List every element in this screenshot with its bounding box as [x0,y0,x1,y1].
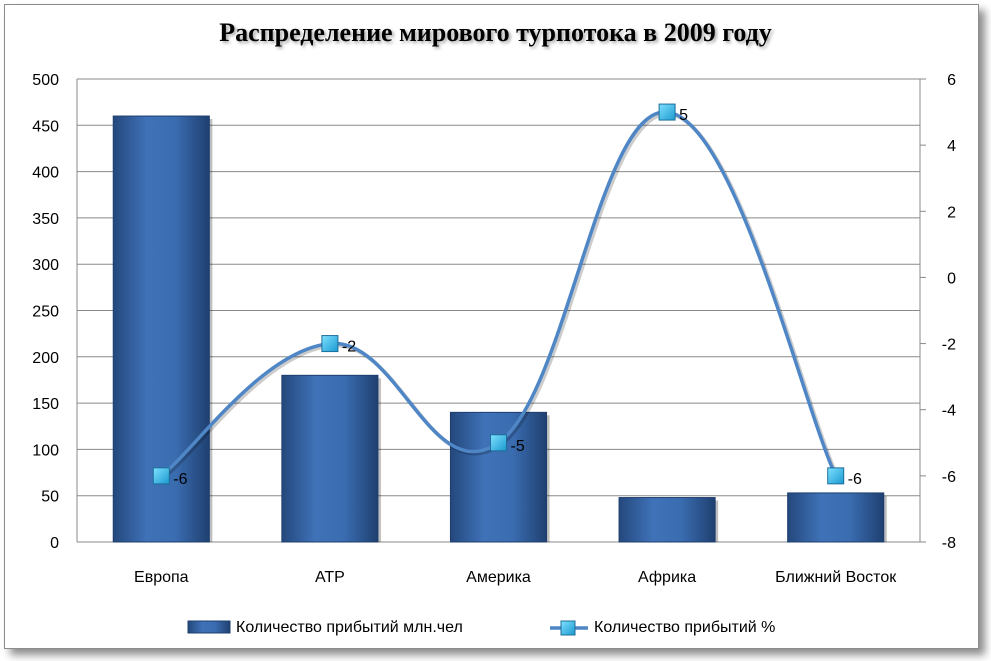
category-label: Америка [466,569,531,586]
data-label: -5 [511,438,525,455]
line-series: -6 -2 -5 5 -6 [152,103,862,488]
left-tick-label: 350 [32,211,59,228]
category-label: Европа [134,569,189,586]
left-tick-label: 500 [32,72,59,89]
right-tick-label: -2 [942,337,956,354]
line-path [160,110,838,478]
left-axis: 0 50 100 150 200 250 300 350 400 450 500 [32,72,59,552]
data-label: -2 [342,339,356,356]
legend: Количество прибытий млн.чел Количество пр… [187,619,775,636]
left-tick-label: 300 [32,257,59,274]
left-tick-label: 50 [41,489,59,506]
bar [618,497,716,543]
category-label: АТР [315,569,345,586]
line-marker [321,335,339,353]
right-tick-label: -4 [942,403,956,420]
gridlines [76,78,921,543]
line-marker [658,103,676,121]
legend-marker-swatch [560,620,576,636]
data-label: 5 [679,107,688,124]
left-tick-label: 100 [32,442,59,459]
right-tick-label: 6 [947,72,956,89]
bar-series [112,115,887,543]
legend-label-line: Количество прибытий % [594,619,775,636]
right-tick-label: -8 [942,535,956,552]
right-tick-label: 0 [947,270,956,287]
line-marker [152,467,170,485]
legend-label-bars: Количество прибытий млн.чел [236,619,463,636]
chart-title: Распределение мирового турпотока в 2009 … [219,18,772,47]
category-axis: Европа АТР Америка Африка Ближний Восток [134,569,897,586]
right-tick-label: 2 [947,204,956,221]
legend-bar-swatch [187,620,231,634]
right-tick-label: -6 [942,469,956,486]
line-marker [490,434,507,452]
left-tick-label: 400 [32,165,59,182]
bar [787,492,885,543]
data-label: -6 [173,471,187,488]
left-tick-label: 200 [32,350,59,367]
left-tick-label: 250 [32,304,59,321]
right-axis: -8 -6 -4 -2 0 2 4 6 [920,72,956,552]
left-tick-label: 450 [32,118,59,135]
line-marker [827,467,845,485]
left-tick-label: 150 [32,396,59,413]
category-label: Ближний Восток [775,569,897,586]
right-tick-label: 4 [947,138,956,155]
data-label: -6 [848,471,862,488]
category-label: Африка [638,569,696,586]
left-tick-label: 0 [50,535,59,552]
bar [449,411,548,543]
bar [281,374,379,543]
